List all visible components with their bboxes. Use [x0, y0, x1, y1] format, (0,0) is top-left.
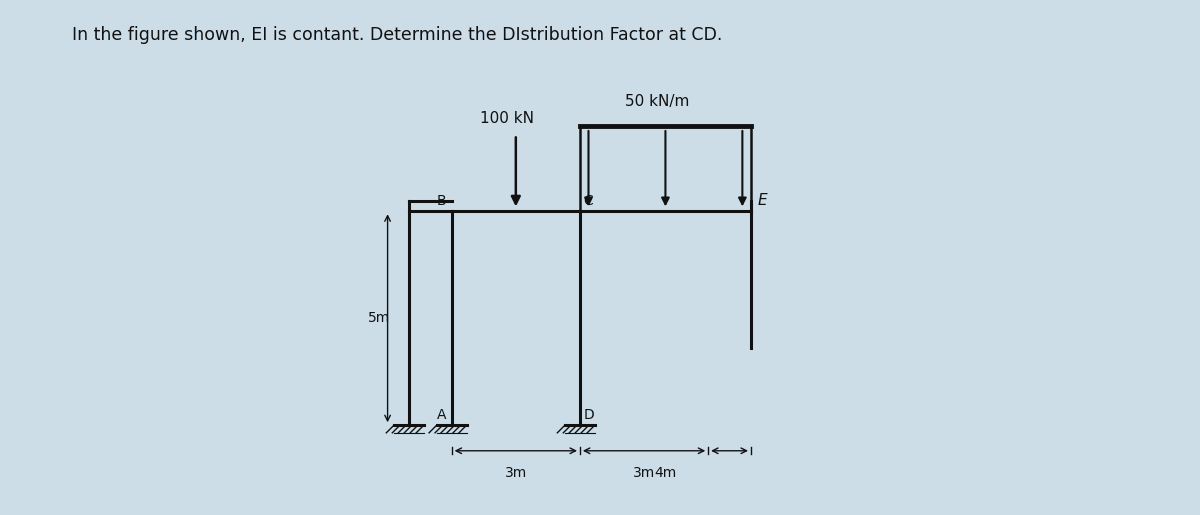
Text: 3m: 3m [632, 466, 655, 480]
Text: 3m: 3m [505, 466, 527, 480]
Text: E: E [757, 193, 767, 208]
Text: In the figure shown, EI is contant. Determine the DIstribution Factor at CD.: In the figure shown, EI is contant. Dete… [72, 26, 722, 44]
Text: A: A [437, 408, 446, 422]
Text: 4m: 4m [654, 466, 677, 480]
Text: 100 kN: 100 kN [480, 111, 534, 126]
Text: B: B [437, 194, 446, 208]
Text: C: C [583, 194, 593, 208]
Text: 50 kN/m: 50 kN/m [625, 94, 689, 109]
Text: 5m: 5m [368, 311, 390, 325]
Text: D: D [583, 408, 594, 422]
